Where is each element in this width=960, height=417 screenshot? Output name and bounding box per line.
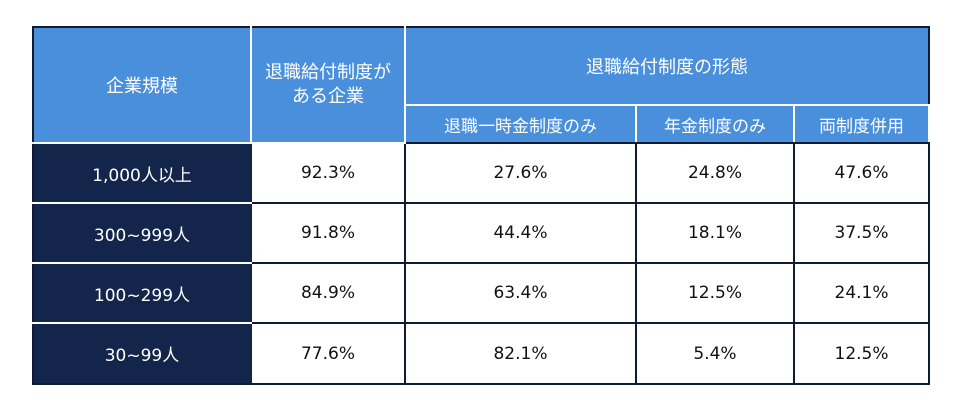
cell-value: 44.4% <box>404 202 637 264</box>
row-label-300-999: 300~999人 <box>32 202 252 264</box>
row-label-1000-plus: 1,000人以上 <box>32 142 252 204</box>
cell-value: 92.3% <box>250 142 406 204</box>
cell-value: 91.8% <box>250 202 406 264</box>
header-plan-form-group: 退職給付制度の形態 <box>403 26 931 106</box>
cell-value: 12.5% <box>792 322 931 385</box>
row-label-30-99: 30~99人 <box>32 322 252 385</box>
cell-value: 77.6% <box>250 322 406 385</box>
cell-value: 37.5% <box>792 202 931 264</box>
pension-table-container: 企業規模 退職給付制度がある企業 退職給付制度の形態 退職一時金制度のみ 年金制… <box>32 26 931 385</box>
cell-value: 84.9% <box>250 262 406 324</box>
header-has-plan: 退職給付制度がある企業 <box>250 26 406 144</box>
pension-table: 企業規模 退職給付制度がある企業 退職給付制度の形態 退職一時金制度のみ 年金制… <box>32 26 931 385</box>
table-row: 30~99人 77.6% 82.1% 5.4% 12.5% <box>32 322 931 385</box>
cell-value: 18.1% <box>635 202 795 264</box>
header-pension-only: 年金制度のみ <box>635 104 795 144</box>
cell-value: 47.6% <box>792 142 931 204</box>
header-lump-sum-only: 退職一時金制度のみ <box>404 104 637 144</box>
header-company-size: 企業規模 <box>32 26 252 144</box>
cell-value: 63.4% <box>404 262 637 324</box>
cell-value: 5.4% <box>635 322 795 385</box>
table-row: 100~299人 84.9% 63.4% 12.5% 24.1% <box>32 262 931 324</box>
cell-value: 24.1% <box>792 262 931 324</box>
header-both-plans: 両制度併用 <box>792 104 931 144</box>
cell-value: 27.6% <box>404 142 637 204</box>
table-row: 1,000人以上 92.3% 27.6% 24.8% 47.6% <box>32 142 931 204</box>
cell-value: 24.8% <box>635 142 795 204</box>
table-row: 300~999人 91.8% 44.4% 18.1% 37.5% <box>32 202 931 264</box>
cell-value: 12.5% <box>635 262 795 324</box>
cell-value: 82.1% <box>404 322 637 385</box>
row-label-100-299: 100~299人 <box>32 262 252 324</box>
